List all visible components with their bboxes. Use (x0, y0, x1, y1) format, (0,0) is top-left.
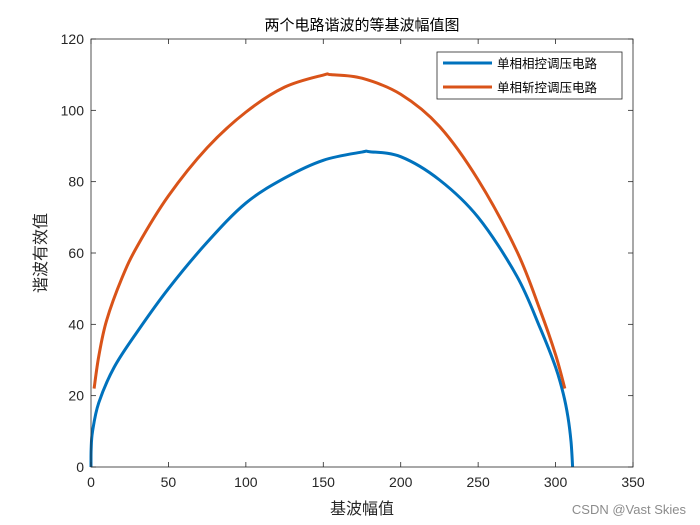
series-line-1 (89, 149, 575, 468)
plot-area (91, 39, 633, 467)
y-axis-label: 谐波有效值 (31, 213, 50, 293)
y-tick-label: 40 (68, 316, 84, 332)
legend-label-1: 单相相控调压电路 (497, 56, 598, 71)
y-tick-label: 20 (68, 388, 84, 404)
x-tick-label: 100 (234, 474, 258, 490)
x-tick-label: 350 (621, 474, 645, 490)
x-tick-label: 300 (544, 474, 568, 490)
x-tick-label: 50 (161, 474, 177, 490)
legend-box (436, 51, 623, 100)
y-tick-label: 100 (61, 102, 85, 118)
x-axis-label: 基波幅值 (330, 499, 394, 518)
y-tick-label: 80 (68, 174, 84, 190)
series-layer (89, 72, 575, 468)
x-tick-label: 200 (389, 474, 413, 490)
chart-title: 两个电路谐波的等基波幅值图 (264, 16, 459, 34)
y-tick-label: 0 (76, 459, 84, 475)
x-tick-label: 0 (87, 474, 95, 490)
y-tick-label: 60 (68, 245, 84, 261)
x-tick-label: 250 (466, 474, 490, 490)
tick-layer: 0 50 100 150 200 250 300 350 0 20 40 60 80 100 120 (61, 31, 645, 490)
watermark: CSDN @Vast Skies (572, 502, 687, 517)
legend-label-2: 单相斩控调压电路 (497, 80, 598, 95)
x-tick-label: 150 (312, 474, 336, 490)
legend: 单相相控调压电路 单相斩控调压电路 (436, 51, 623, 100)
y-tick-label: 120 (61, 31, 85, 47)
series-line-2 (92, 72, 567, 389)
